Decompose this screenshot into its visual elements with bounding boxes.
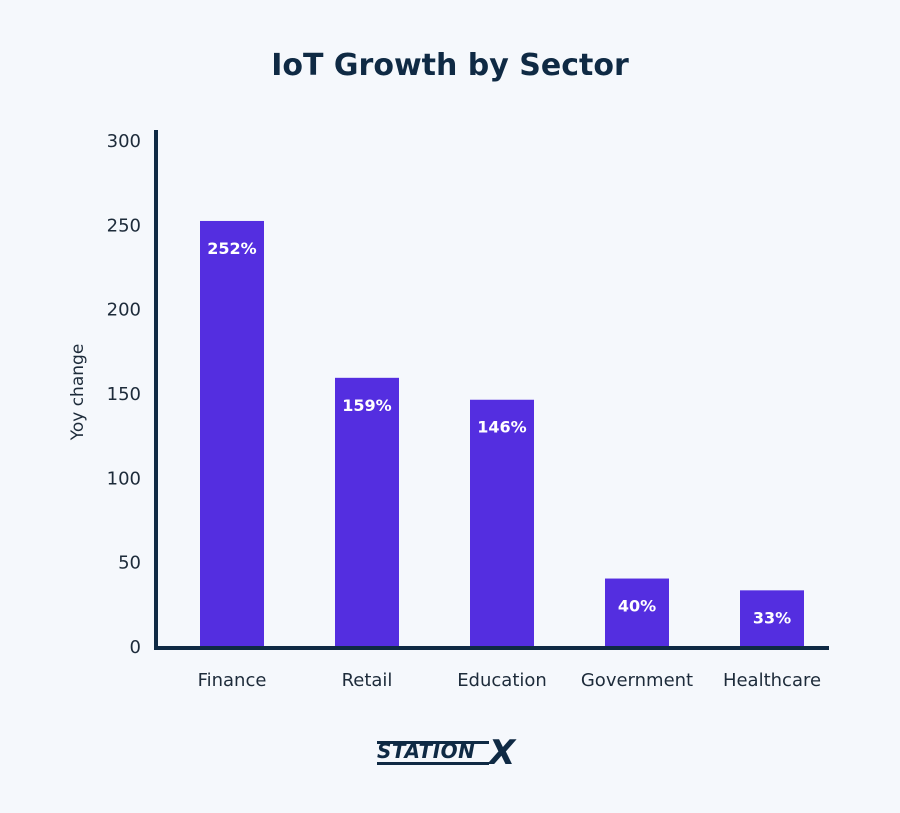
x-category-label: Retail xyxy=(342,670,393,691)
bar-value-label: 252% xyxy=(207,239,256,258)
stationx-logo: STATION X xyxy=(377,733,517,773)
bar-value-label: 33% xyxy=(753,608,791,627)
y-axis-ticks: 0 50 100 150 200 250 300 xyxy=(107,131,141,658)
bars xyxy=(200,220,804,646)
x-axis-categories: Finance Retail Education Government Healthca… xyxy=(198,670,822,691)
y-axis-title: Yoy change xyxy=(68,344,88,442)
bar-value-label: 159% xyxy=(342,396,391,415)
logo-x-mark: X xyxy=(487,733,517,773)
bar-value-label: 40% xyxy=(618,597,656,616)
logo-wordmark: STATION xyxy=(377,739,475,763)
y-tick-label: 0 xyxy=(130,637,141,658)
bar-finance xyxy=(200,220,264,646)
bar-retail xyxy=(335,377,399,646)
x-category-label: Government xyxy=(581,670,693,691)
y-tick-label: 150 xyxy=(107,384,141,405)
y-tick-label: 250 xyxy=(107,215,141,236)
chart-title: IoT Growth by Sector xyxy=(271,48,629,83)
y-tick-label: 300 xyxy=(107,131,141,152)
y-tick-label: 50 xyxy=(118,553,141,574)
y-tick-label: 200 xyxy=(107,300,141,321)
logo-underline-bottom xyxy=(377,762,489,765)
bar-healthcare xyxy=(740,590,804,646)
bar-value-label: 146% xyxy=(477,418,526,437)
x-category-label: Healthcare xyxy=(723,670,821,691)
logo-underline-top xyxy=(377,741,489,744)
x-category-label: Education xyxy=(457,670,547,691)
x-category-label: Finance xyxy=(198,670,267,691)
bar-value-labels: 252% 159% 146% 40% 33% xyxy=(207,239,791,627)
bar-government xyxy=(605,578,669,646)
bar-education xyxy=(470,399,534,646)
y-tick-label: 100 xyxy=(107,468,141,489)
